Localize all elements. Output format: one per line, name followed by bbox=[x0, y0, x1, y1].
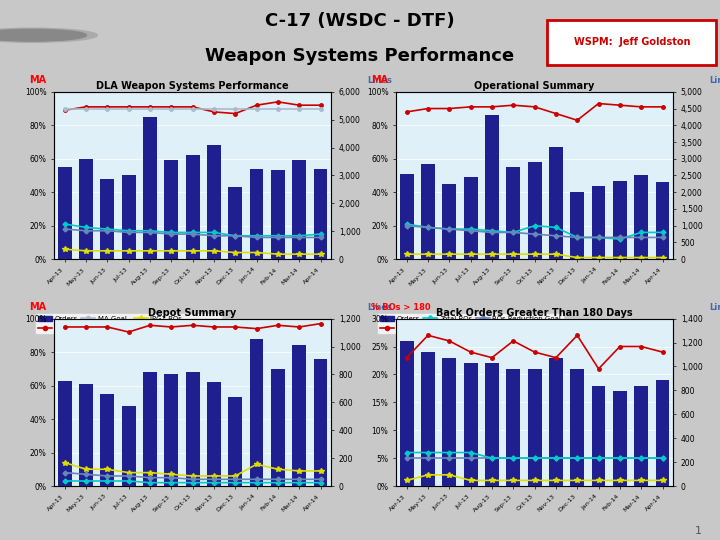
Bar bbox=[292, 346, 306, 486]
Bar bbox=[421, 164, 435, 259]
Bar bbox=[613, 391, 627, 486]
Title: DLA Weapon Systems Performance: DLA Weapon Systems Performance bbox=[96, 81, 289, 91]
Bar bbox=[506, 167, 521, 259]
Bar bbox=[100, 394, 114, 486]
Bar bbox=[400, 341, 413, 486]
Bar bbox=[143, 117, 157, 259]
Text: C-17 (WSDC - DTF): C-17 (WSDC - DTF) bbox=[265, 12, 455, 30]
Bar bbox=[634, 386, 648, 486]
Bar bbox=[442, 357, 456, 486]
Bar bbox=[464, 177, 477, 259]
Text: Lines: Lines bbox=[367, 303, 392, 312]
Text: % BOs > 180: % BOs > 180 bbox=[371, 303, 431, 312]
Bar bbox=[421, 352, 435, 486]
Text: WSPM:  Jeff Goldston: WSPM: Jeff Goldston bbox=[574, 37, 690, 48]
Bar bbox=[122, 176, 135, 259]
Text: Weapon Systems Performance: Weapon Systems Performance bbox=[205, 48, 515, 65]
Bar bbox=[442, 184, 456, 259]
Legend: Orders, MA, Total BOs, IPG1 BOs, BOs Reduction Goal: Orders, MA, Total BOs, IPG1 BOs, BOs Red… bbox=[377, 313, 564, 334]
Bar bbox=[292, 160, 306, 259]
Bar bbox=[207, 145, 221, 259]
Bar bbox=[528, 162, 541, 259]
Bar bbox=[592, 186, 606, 259]
Bar bbox=[186, 156, 199, 259]
Bar bbox=[228, 187, 242, 259]
Circle shape bbox=[0, 29, 86, 41]
Title: Back Orders Greater Than 180 Days: Back Orders Greater Than 180 Days bbox=[436, 308, 633, 318]
Text: MA: MA bbox=[371, 76, 388, 85]
Bar bbox=[634, 176, 648, 259]
Bar bbox=[271, 171, 285, 259]
Text: Lines: Lines bbox=[709, 303, 720, 312]
Bar bbox=[271, 369, 285, 486]
Bar bbox=[186, 372, 199, 486]
Bar bbox=[58, 167, 71, 259]
Bar bbox=[314, 169, 328, 259]
Bar bbox=[58, 381, 71, 486]
Title: Depot Summary: Depot Summary bbox=[148, 308, 237, 318]
Bar bbox=[400, 174, 413, 259]
Bar bbox=[100, 179, 114, 259]
Bar bbox=[207, 382, 221, 486]
Bar bbox=[549, 147, 563, 259]
Text: MA: MA bbox=[29, 76, 46, 85]
Bar bbox=[250, 169, 264, 259]
Bar bbox=[485, 363, 499, 486]
Bar bbox=[250, 339, 264, 486]
Bar bbox=[464, 363, 477, 486]
Text: Lines: Lines bbox=[709, 77, 720, 85]
Bar bbox=[143, 372, 157, 486]
FancyBboxPatch shape bbox=[547, 20, 716, 65]
Bar bbox=[164, 374, 179, 486]
Bar bbox=[314, 359, 328, 486]
Bar bbox=[485, 115, 499, 259]
Bar bbox=[592, 386, 606, 486]
Bar bbox=[613, 180, 627, 259]
Bar bbox=[164, 160, 179, 259]
Title: Operational Summary: Operational Summary bbox=[474, 81, 595, 91]
Bar bbox=[79, 384, 93, 486]
Bar bbox=[549, 357, 563, 486]
Bar bbox=[570, 369, 584, 486]
Text: 1: 1 bbox=[695, 525, 702, 536]
Bar bbox=[656, 182, 670, 259]
Circle shape bbox=[0, 28, 97, 42]
Bar bbox=[122, 406, 135, 486]
Text: Lines: Lines bbox=[367, 77, 392, 85]
Bar bbox=[228, 397, 242, 486]
Bar bbox=[506, 369, 521, 486]
Bar bbox=[79, 159, 93, 259]
Text: MA: MA bbox=[29, 302, 46, 312]
Legend: Orders, MA, MA Goal, Total BOs, IPG1 BOs, BOs Reduction Goal: Orders, MA, MA Goal, Total BOs, IPG1 BOs… bbox=[35, 313, 222, 334]
Bar bbox=[656, 380, 670, 486]
Bar bbox=[570, 192, 584, 259]
Bar bbox=[528, 369, 541, 486]
